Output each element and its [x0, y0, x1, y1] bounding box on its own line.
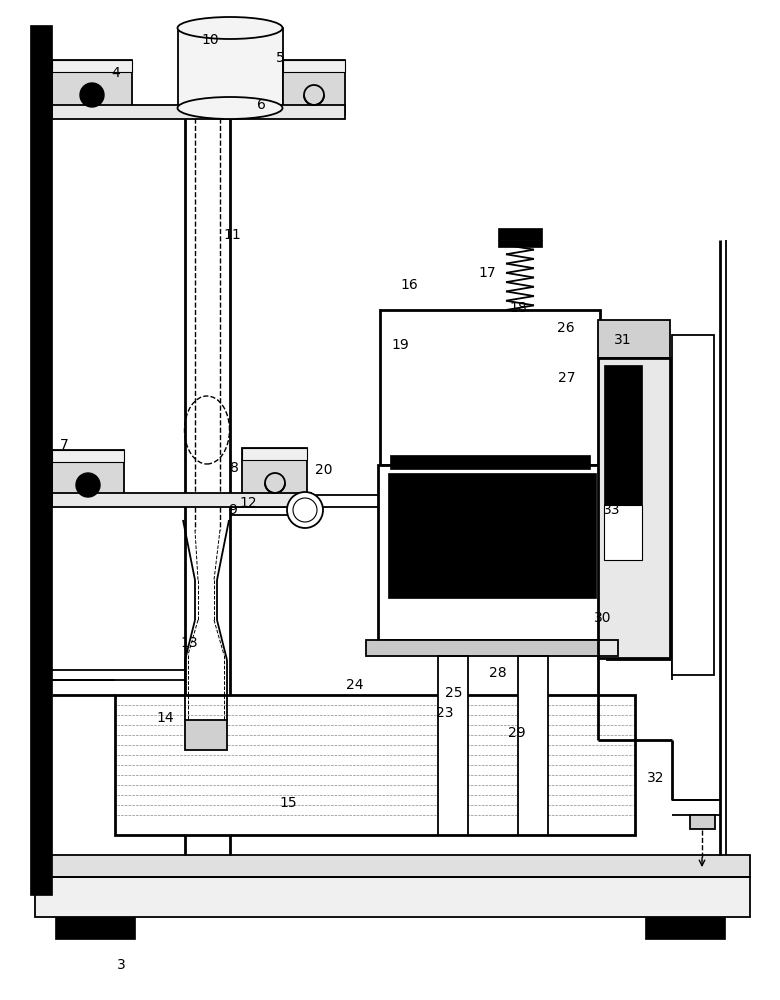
Text: 2: 2	[42, 848, 51, 862]
Text: 17: 17	[479, 266, 496, 280]
Bar	[283, 60, 345, 115]
Text: 14: 14	[157, 711, 174, 725]
Text: 8: 8	[229, 461, 239, 475]
Bar	[52, 60, 132, 72]
Bar	[242, 448, 307, 503]
Bar	[52, 493, 307, 507]
Bar	[35, 855, 750, 877]
Bar	[498, 228, 542, 240]
Text: 9: 9	[228, 503, 237, 517]
Bar	[438, 656, 468, 835]
Bar	[30, 25, 52, 895]
Text: 1: 1	[38, 423, 48, 437]
Text: 33: 33	[603, 503, 620, 517]
Text: 28: 28	[489, 666, 506, 680]
Bar	[283, 60, 345, 72]
Bar	[178, 28, 283, 108]
Bar	[55, 917, 135, 939]
Bar	[690, 815, 715, 829]
Bar	[645, 917, 725, 939]
Text: 10: 10	[202, 33, 219, 47]
Text: 29: 29	[509, 726, 526, 740]
Circle shape	[76, 473, 100, 497]
Bar	[672, 335, 714, 675]
Text: 16: 16	[401, 278, 418, 292]
Text: 27: 27	[558, 371, 575, 385]
Text: 19: 19	[392, 338, 409, 352]
Text: 22: 22	[419, 546, 436, 560]
Bar	[366, 640, 618, 656]
Bar	[498, 240, 542, 247]
Text: 31: 31	[614, 333, 631, 347]
Text: 26: 26	[558, 321, 575, 335]
Ellipse shape	[178, 17, 282, 39]
Bar	[52, 450, 124, 462]
Bar	[598, 358, 670, 658]
Circle shape	[80, 83, 104, 107]
Text: 24: 24	[346, 678, 363, 692]
Ellipse shape	[178, 97, 282, 119]
Bar	[518, 656, 548, 835]
Bar	[52, 60, 132, 115]
Bar	[35, 877, 750, 917]
Bar	[598, 320, 670, 358]
Bar	[604, 505, 642, 560]
Text: 23: 23	[436, 706, 453, 720]
Text: 32: 32	[647, 771, 664, 785]
Bar	[35, 877, 750, 917]
Text: 21: 21	[417, 486, 434, 500]
Bar	[52, 105, 345, 119]
Text: 13: 13	[181, 636, 198, 650]
Bar	[366, 640, 618, 656]
Text: 5: 5	[276, 51, 285, 65]
Text: 12: 12	[239, 496, 257, 510]
Bar	[390, 455, 590, 469]
Text: 6: 6	[257, 98, 266, 112]
Text: 4: 4	[111, 66, 120, 80]
Bar	[242, 448, 307, 460]
Bar	[380, 310, 600, 465]
Text: 7: 7	[60, 438, 69, 452]
Text: 25: 25	[445, 686, 463, 700]
Bar	[115, 695, 635, 835]
Bar	[35, 855, 750, 877]
Text: 3: 3	[116, 958, 126, 972]
Bar	[378, 465, 606, 640]
Bar	[388, 473, 596, 598]
Text: 15: 15	[280, 796, 297, 810]
Bar	[604, 505, 642, 560]
Circle shape	[287, 492, 323, 528]
Text: 30: 30	[594, 611, 612, 625]
Text: 11: 11	[224, 228, 241, 242]
Text: 20: 20	[315, 463, 332, 477]
Text: 18: 18	[510, 301, 527, 315]
Bar	[604, 365, 642, 505]
Bar	[52, 450, 124, 505]
Bar	[185, 720, 227, 750]
